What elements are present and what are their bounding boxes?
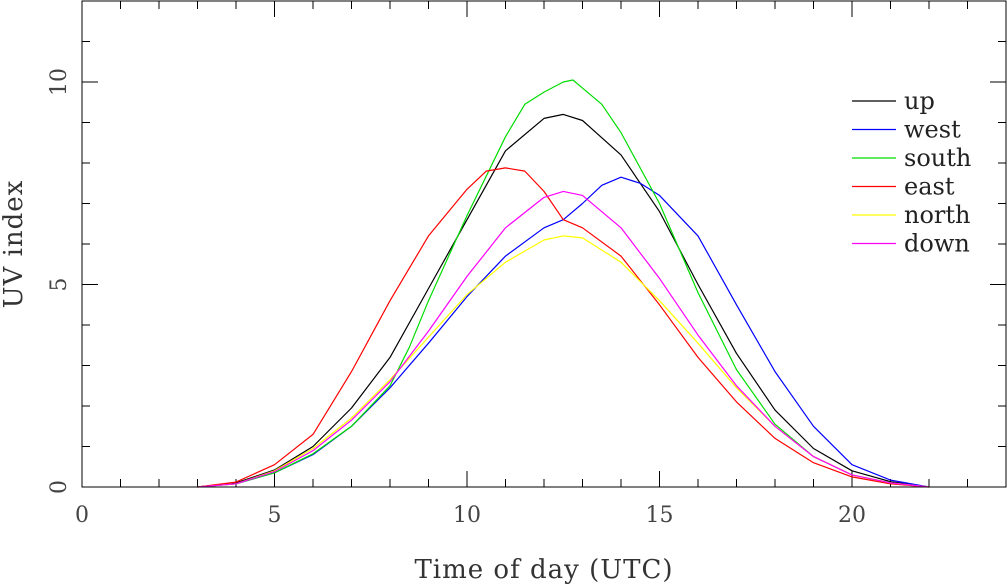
x-tick-label: 15 <box>646 503 674 528</box>
x-axis-label: Time of day (UTC) <box>414 555 673 585</box>
series-line-down <box>197 190 930 488</box>
y-tick-label: 10 <box>47 68 72 96</box>
y-tick-label: 0 <box>47 480 72 494</box>
x-tick-label: 10 <box>453 503 481 528</box>
plot-frame <box>81 0 1007 488</box>
legend-label-north: north <box>904 201 970 229</box>
x-tick-label: 20 <box>838 503 866 528</box>
series-lines <box>197 79 930 488</box>
legend-label-east: east <box>904 173 955 201</box>
series-line-up <box>197 113 930 488</box>
legend-label-south: south <box>904 144 971 172</box>
legend-label-up: up <box>904 87 935 115</box>
series-line-east <box>197 167 930 488</box>
x-tick-label: 0 <box>75 503 89 528</box>
series-line-west <box>197 176 930 488</box>
tick-labels: 0 5 10 15 20 0 5 10 <box>47 68 866 528</box>
series-line-south <box>197 79 930 488</box>
legend-label-west: west <box>904 116 961 144</box>
x-tick-label: 5 <box>268 503 282 528</box>
legend-label-down: down <box>904 230 970 258</box>
y-tick-label: 5 <box>47 278 72 292</box>
y-axis-label: UV index <box>0 180 29 309</box>
